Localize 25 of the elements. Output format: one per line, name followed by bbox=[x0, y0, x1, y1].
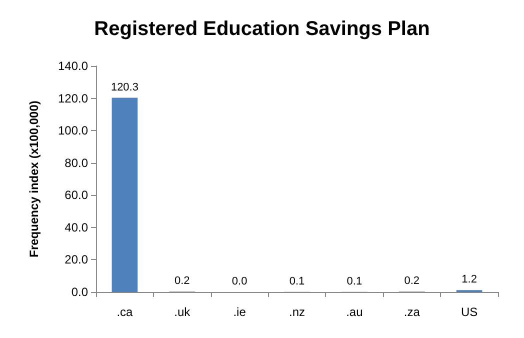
x-tick-label: US bbox=[460, 305, 478, 319]
x-tick-label: .za bbox=[404, 305, 420, 319]
x-tick-label: .uk bbox=[174, 305, 192, 319]
data-label: 120.3 bbox=[110, 81, 138, 94]
y-tick-label: 40.0 bbox=[64, 220, 88, 234]
x-tick-label: .nz bbox=[288, 305, 306, 319]
y-tick-label: 140.0 bbox=[58, 59, 88, 73]
data-label: 0.0 bbox=[232, 276, 248, 288]
y-tick-label: 120.0 bbox=[58, 91, 88, 106]
y-tick-label: 0.0 bbox=[71, 285, 88, 299]
data-label: 1.2 bbox=[462, 274, 477, 286]
data-label: 0.2 bbox=[174, 275, 190, 288]
y-axis-title: Frequency index (x100,000) bbox=[27, 100, 41, 258]
data-label: 0.1 bbox=[289, 275, 305, 288]
y-tick-label: 60.0 bbox=[64, 188, 88, 202]
x-tick-label: .ca bbox=[116, 305, 134, 319]
data-label: 0.2 bbox=[404, 275, 420, 288]
y-tick-label: 20.0 bbox=[64, 252, 88, 267]
x-tick-label: .au bbox=[346, 305, 363, 319]
y-tick-label: 80.0 bbox=[64, 156, 88, 170]
chart-title: Registered Education Savings Plan bbox=[94, 18, 430, 40]
bar bbox=[112, 98, 138, 292]
x-tick-label: .ie bbox=[233, 305, 246, 319]
y-tick-label: 100.0 bbox=[58, 124, 88, 138]
data-label: 0.1 bbox=[346, 275, 362, 288]
